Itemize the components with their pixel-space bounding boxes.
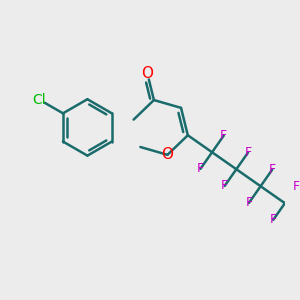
Text: F: F [197, 162, 204, 176]
Text: F: F [270, 213, 277, 226]
Text: F: F [221, 179, 228, 192]
Text: Cl: Cl [32, 93, 46, 106]
Text: F: F [269, 163, 276, 176]
Text: O: O [141, 66, 153, 81]
Text: F: F [220, 129, 227, 142]
Text: F: F [244, 146, 252, 159]
Text: F: F [293, 180, 300, 193]
Text: O: O [161, 147, 173, 162]
Text: F: F [245, 196, 253, 209]
